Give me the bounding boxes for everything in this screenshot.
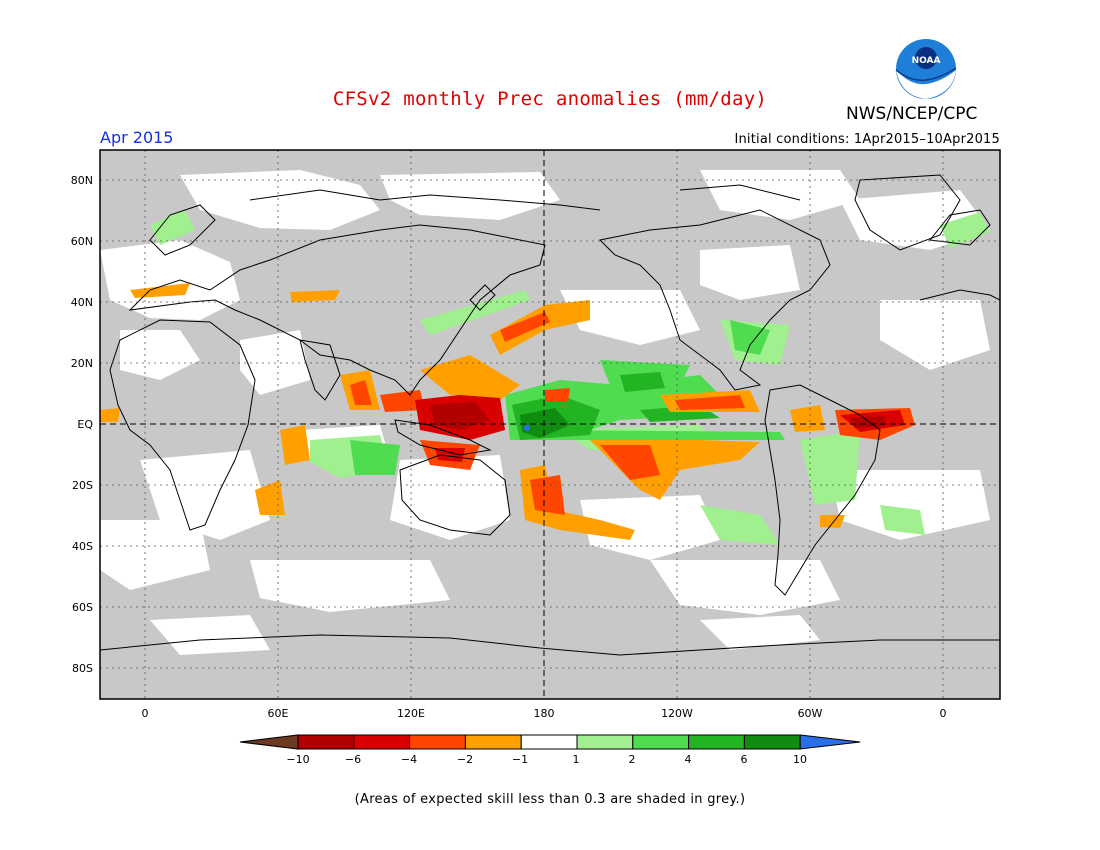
colorbar-swatch — [297, 734, 355, 750]
colorbar-arrow-low — [239, 734, 299, 750]
lat-label: 80N — [71, 174, 93, 187]
lat-label: 20S — [72, 479, 93, 492]
colorbar-swatch — [464, 734, 522, 750]
lon-label: 0 — [142, 707, 149, 720]
agency-label: NWS/NCEP/CPC — [846, 104, 978, 124]
lat-label: EQ — [77, 418, 93, 431]
colorbar-label: −10 — [286, 753, 309, 766]
map-frame — [99, 149, 1001, 700]
colorbar-label: 4 — [685, 753, 692, 766]
graticule — [100, 150, 1000, 699]
lat-label: 40N — [71, 296, 93, 309]
colorbar-label: 10 — [793, 753, 807, 766]
lon-label: 120E — [397, 707, 425, 720]
lat-label: 60S — [72, 601, 93, 614]
colorbar-labels: −10 −6 −4 −2 −1 1 2 4 6 10 — [286, 753, 807, 766]
lat-label: 20N — [71, 357, 93, 370]
dark-red-regions — [430, 402, 885, 430]
lat-label: 60N — [71, 235, 93, 248]
colorbar-label: −1 — [512, 753, 528, 766]
longitude-labels: 0 60E 120E 180 120W 60W 0 — [142, 707, 947, 720]
lon-label: 60E — [268, 707, 289, 720]
colorbar-swatch — [409, 734, 466, 750]
colorbar-label: 1 — [573, 753, 580, 766]
initial-conditions: Initial conditions: 1Apr2015–10Apr2015 — [734, 132, 1000, 147]
map-title: CFSv2 monthly Prec anomalies (mm/day) — [332, 88, 768, 110]
equator-dateline — [100, 150, 1000, 699]
colorbar-label: −2 — [457, 753, 473, 766]
anomaly-fields — [100, 170, 1000, 656]
colorbar-label: −6 — [345, 753, 361, 766]
near-zero-regions — [100, 170, 990, 655]
lon-label: 180 — [534, 707, 555, 720]
colorbar-swatch — [743, 734, 801, 750]
lat-label: 40S — [72, 540, 93, 553]
colorbar-label: −4 — [401, 753, 417, 766]
noaa-logo: NOAA — [893, 36, 959, 102]
colorbar-swatch — [688, 734, 745, 750]
lon-label: 120W — [661, 707, 693, 720]
max-positive-spot — [524, 425, 530, 431]
skill-footnote: (Areas of expected skill less than 0.3 a… — [354, 792, 746, 807]
noaa-logo-text: NOAA — [912, 56, 941, 66]
lon-label: 0 — [940, 707, 947, 720]
darkest-green-regions — [520, 408, 570, 438]
coastlines — [100, 174, 1000, 656]
latitude-labels: 80N 60N 40N 20N EQ 20S 40S 60S 80S — [71, 174, 94, 675]
anomaly-map: 80N 60N 40N 20N EQ 20S 40S 60S 80S 0 60E… — [71, 149, 1001, 766]
colorbar-swatch — [520, 734, 578, 750]
colorbar-label: 6 — [741, 753, 748, 766]
forecast-month: Apr 2015 — [100, 128, 174, 147]
colorbar-arrow-high — [799, 734, 861, 750]
lon-label: 60W — [798, 707, 823, 720]
colorbar-swatch — [632, 734, 690, 750]
lat-label: 80S — [72, 662, 93, 675]
colorbar-swatch — [353, 734, 411, 750]
colorbar — [239, 734, 861, 750]
colorbar-swatch — [576, 734, 634, 750]
colorbar-label: 2 — [629, 753, 636, 766]
